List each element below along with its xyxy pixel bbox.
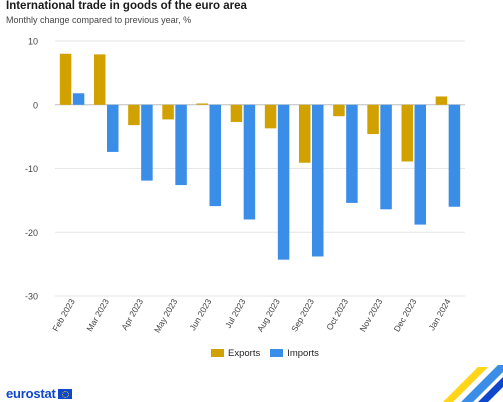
x-tick-label: Jul 2023	[223, 297, 248, 330]
y-tick-label: -10	[25, 164, 38, 174]
eu-flag-icon	[57, 388, 72, 399]
bar-imports	[346, 104, 358, 203]
x-tick-label: Feb 2023	[50, 297, 77, 333]
eurostat-logo: eurostat	[6, 386, 72, 401]
chart-legend: Exports Imports	[211, 346, 329, 360]
x-tick-label: Apr 2023	[119, 297, 145, 332]
chart-title: International trade in goods of the euro…	[6, 0, 247, 12]
bar-exports	[128, 104, 140, 126]
legend-item-exports[interactable]: Exports	[211, 348, 260, 359]
bar-exports	[299, 104, 311, 163]
bar-imports	[72, 93, 85, 105]
bar-exports	[230, 104, 243, 122]
x-tick-label: Sep 2023	[289, 297, 316, 334]
bar-exports	[264, 104, 277, 129]
bar-exports	[401, 104, 413, 162]
bar-imports	[448, 104, 461, 207]
bar-exports	[435, 96, 448, 105]
x-tick-label: Jan 2024	[426, 297, 452, 333]
bar-imports	[243, 104, 256, 220]
chart-subtitle: Monthly change compared to previous year…	[6, 15, 192, 25]
bar-imports	[107, 104, 119, 152]
y-tick-label: -30	[25, 292, 38, 302]
bar-imports	[312, 104, 324, 257]
bar-imports	[414, 104, 426, 225]
bar-imports	[141, 104, 153, 181]
logo-text: eurostat	[6, 386, 56, 401]
y-tick-label: 10	[28, 37, 38, 47]
bar-exports	[333, 104, 345, 117]
x-tick-label: Oct 2023	[324, 297, 350, 332]
legend-label-imports: Imports	[287, 347, 319, 359]
x-tick-label: Jun 2023	[187, 297, 213, 333]
x-tick-label: May 2023	[152, 297, 179, 335]
bar-exports	[94, 54, 106, 105]
x-tick-label: Dec 2023	[392, 297, 419, 334]
bar-imports	[277, 104, 290, 260]
x-tick-label: Mar 2023	[84, 297, 111, 333]
legend-swatch-imports	[270, 349, 284, 357]
legend-swatch-exports	[211, 349, 224, 357]
y-tick-label: -20	[25, 228, 38, 238]
bar-exports	[162, 104, 174, 120]
y-tick-label: 0	[33, 100, 38, 110]
x-tick-label: Nov 2023	[357, 297, 384, 334]
x-tick-label: Aug 2023	[255, 297, 282, 334]
bar-exports	[367, 104, 379, 135]
corner-decoration-icon	[443, 365, 503, 402]
legend-item-imports[interactable]: Imports	[270, 348, 319, 359]
bar-imports	[209, 104, 221, 207]
bar-imports	[175, 104, 187, 186]
bar-imports	[380, 104, 392, 210]
bar-exports	[59, 53, 72, 105]
bar-exports	[196, 103, 208, 105]
legend-label-exports: Exports	[228, 347, 261, 359]
